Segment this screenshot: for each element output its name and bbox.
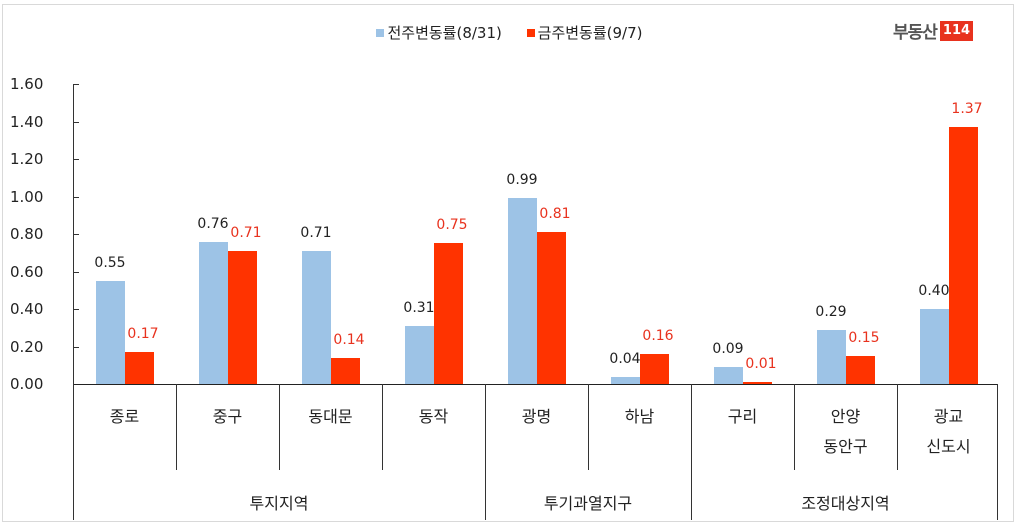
category-label: 안양 동안구 [823,407,868,456]
bar-curr [331,357,360,384]
value-label-curr: 0.01 [745,356,777,373]
value-label-prev: 0.71 [300,224,332,241]
legend-label-prev: 전주변동률(8/31) [387,24,502,42]
category-label: 구리 [727,407,758,426]
y-axis-line [73,84,74,384]
category-separator [279,384,280,470]
value-label-curr: 0.16 [642,328,674,344]
category-separator [485,384,486,520]
bar-prev [199,241,228,384]
value-label-curr: 0.15 [848,329,880,346]
category-separator [897,384,898,470]
bar-curr [846,355,875,384]
category-separator [997,384,998,520]
legend-swatch-prev [376,28,385,37]
y-tick-label: 1.20 [10,150,44,168]
value-label-prev: 0.55 [94,254,126,271]
value-label-curr: 0.17 [127,326,159,343]
x-axis-line [73,384,998,385]
y-tick-label: 1.40 [10,112,44,131]
bar-curr [125,352,154,384]
logo-number: 114 [939,20,974,41]
value-label-curr: 0.71 [230,224,262,241]
y-tick-label: 1.00 [10,187,44,206]
value-label-curr: 0.75 [436,217,468,234]
y-tick-mark [73,346,79,348]
y-tick-label: 0.00 [10,375,44,393]
category-separator [588,384,589,470]
y-tick-label: 0.60 [10,262,44,281]
category-separator [382,384,383,470]
legend-item-prev: 전주변동률(8/31) [376,22,502,43]
value-label-prev: 0.04 [609,350,641,367]
value-label-curr: 0.14 [333,331,365,348]
legend-swatch-curr [526,28,535,37]
bar-prev [508,198,537,384]
y-tick-mark [73,121,79,123]
bar-curr [949,127,978,384]
y-tick-label: 0.20 [10,337,44,356]
y-tick-mark [73,159,79,160]
y-tick-mark [73,271,79,273]
logo-text: 부동산 [893,23,938,43]
legend-label-curr: 금주변동률(9/7) [537,24,643,42]
category-label: 하남 [624,407,655,426]
bar-prev [611,376,640,384]
legend-item-curr: 금주변동률(9/7) [526,22,643,43]
category-separator [794,384,795,470]
value-label-prev: 0.40 [918,283,950,299]
category-group-label: 투지지역 [249,494,309,513]
bar-curr [743,382,772,384]
bar-prev [920,309,949,384]
category-separator [691,384,692,520]
bar-prev [817,329,846,384]
category-group-label: 투기과열지구 [543,494,633,513]
y-tick-mark [73,84,79,85]
y-tick-label: 1.60 [10,75,44,93]
bar-prev [302,250,331,384]
category-group-label: 조정대상지역 [801,494,890,513]
y-tick-mark [73,234,79,235]
value-label-prev: 0.76 [197,215,229,232]
y-tick-label: 0.80 [10,225,44,243]
category-label: 동작 [418,407,449,426]
bar-curr [640,354,669,384]
bar-curr [434,243,463,384]
bar-curr [228,250,257,384]
y-tick-label: 0.40 [10,300,44,318]
category-separator [73,384,74,520]
category-label: 종로 [109,407,140,426]
category-label: 동대문 [308,407,353,426]
y-tick-mark [73,196,79,198]
value-label-prev: 0.29 [815,303,847,320]
bar-prev [714,367,743,384]
y-tick-mark [73,309,79,310]
category-label: 광교 신도시 [926,407,971,456]
bar-prev [405,325,434,384]
category-separator [176,384,177,470]
bar-curr [537,232,566,384]
value-label-prev: 0.99 [506,172,538,189]
value-label-curr: 1.37 [951,101,983,118]
category-label: 광명 [521,407,552,426]
category-label: 중구 [212,407,243,426]
legend: 전주변동률(8/31) 금주변동률(9/7) [0,22,1019,43]
value-label-curr: 0.81 [539,206,571,223]
value-label-prev: 0.31 [403,299,435,316]
brand-logo: 부동산 114 [893,18,974,43]
value-label-prev: 0.09 [712,341,744,358]
bar-prev [96,280,125,384]
